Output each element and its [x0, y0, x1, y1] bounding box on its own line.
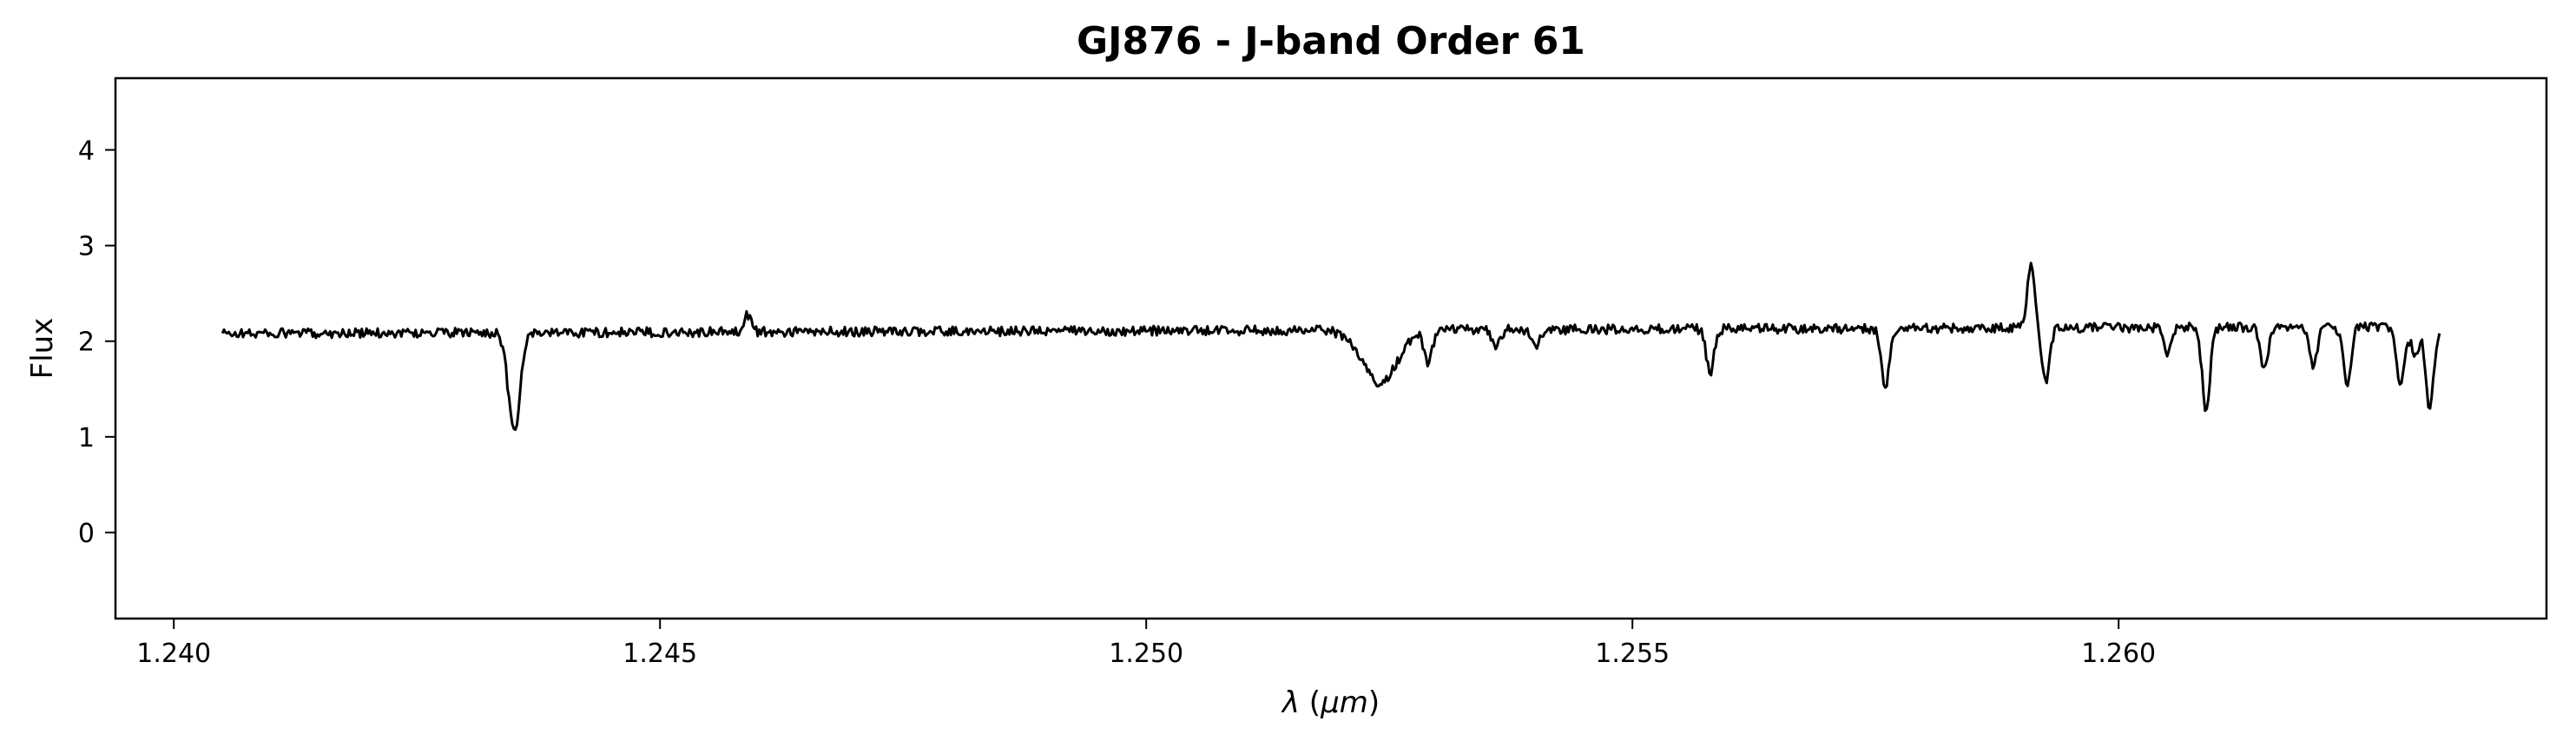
axes-frame — [114, 76, 2548, 620]
chart-title: GJ876 - J-band Order 61 — [1077, 19, 1585, 63]
x-tick-label: 1.255 — [1595, 639, 1670, 669]
y-axis-label: Flux — [25, 318, 60, 380]
spectrum-line — [221, 261, 2441, 432]
x-axis-ticks: 1.240 1.245 1.250 1.255 1.260 — [136, 619, 2156, 669]
x-tick-label: 1.240 — [136, 639, 211, 669]
y-tick-label: 4 — [78, 136, 95, 167]
x-tick-label: 1.245 — [623, 639, 697, 669]
x-tick-label: 1.250 — [1109, 639, 1183, 669]
y-tick-label: 0 — [78, 519, 95, 549]
x-tick-label: 1.260 — [2081, 639, 2156, 669]
y-tick-label: 1 — [78, 423, 95, 453]
y-axis-ticks: 0 1 2 3 4 — [78, 136, 115, 549]
y-tick-label: 3 — [78, 232, 95, 262]
x-axis-label: λ (μm) — [1281, 685, 1380, 720]
y-tick-label: 2 — [78, 328, 95, 358]
plot-area — [114, 76, 2548, 620]
